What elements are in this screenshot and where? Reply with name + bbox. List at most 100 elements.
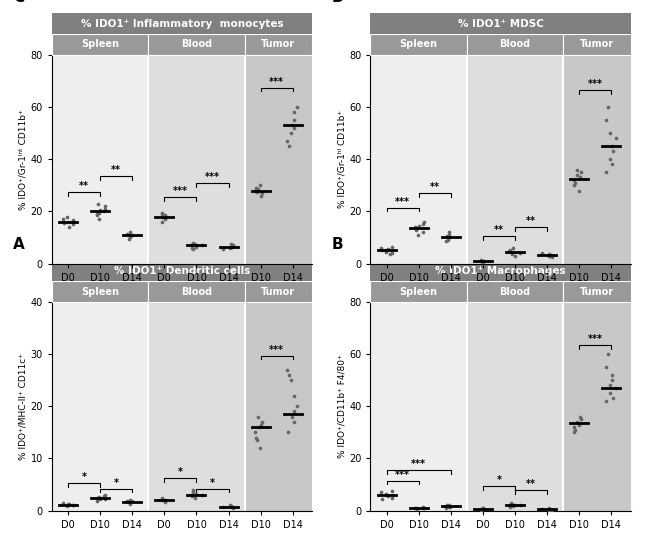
Point xyxy=(286,128,296,137)
Point xyxy=(382,492,393,501)
Text: *: * xyxy=(114,478,119,488)
Point xyxy=(125,233,136,242)
Point xyxy=(410,222,421,231)
Bar xyxy=(467,55,563,264)
Y-axis label: % IDO⁺/Gr-1ᴵⁿᵗ CD11b⁺: % IDO⁺/Gr-1ᴵⁿᵗ CD11b⁺ xyxy=(19,109,28,210)
Point xyxy=(99,207,109,216)
Point xyxy=(570,425,580,434)
Bar xyxy=(52,55,148,264)
Point xyxy=(381,491,391,500)
Y-axis label: % IDO⁺/MHC-II⁺ CD11c⁺: % IDO⁺/MHC-II⁺ CD11c⁺ xyxy=(19,353,28,460)
Point xyxy=(444,503,454,512)
Text: ***: *** xyxy=(269,77,284,87)
Point xyxy=(573,186,584,195)
Bar xyxy=(52,260,312,281)
Point xyxy=(186,241,196,250)
Point xyxy=(289,407,299,416)
Text: Tumor: Tumor xyxy=(580,287,614,296)
Bar xyxy=(370,55,467,264)
Point xyxy=(94,208,104,217)
Point xyxy=(543,250,554,259)
Point xyxy=(510,501,520,509)
Point xyxy=(287,412,297,421)
Point xyxy=(62,217,73,226)
Text: Blood: Blood xyxy=(499,287,530,296)
Bar xyxy=(52,34,148,55)
Point xyxy=(543,504,554,513)
Point xyxy=(157,495,168,503)
Point xyxy=(604,128,615,137)
Point xyxy=(282,366,293,374)
Point xyxy=(157,208,167,217)
Point xyxy=(92,210,103,219)
Point xyxy=(605,389,616,397)
Point xyxy=(124,498,134,507)
Point xyxy=(576,415,586,424)
Point xyxy=(607,394,618,403)
Point xyxy=(254,412,264,421)
Point xyxy=(99,491,109,500)
Point xyxy=(515,501,525,509)
Point xyxy=(478,504,489,513)
Point xyxy=(282,137,293,145)
Point xyxy=(413,221,424,230)
Point xyxy=(603,103,613,111)
Point xyxy=(411,225,421,234)
Text: % IDO1⁺ Inflammatory  monocytes: % IDO1⁺ Inflammatory monocytes xyxy=(81,19,283,29)
Point xyxy=(410,504,421,513)
Point xyxy=(536,249,547,257)
Text: Tumor: Tumor xyxy=(580,40,614,49)
Point xyxy=(225,244,235,253)
Point xyxy=(191,242,202,251)
Point xyxy=(444,228,454,237)
Point xyxy=(510,251,520,260)
Text: Spleen: Spleen xyxy=(81,40,119,49)
Text: **: ** xyxy=(494,225,504,236)
Point xyxy=(575,173,585,182)
Point xyxy=(62,502,72,511)
Point xyxy=(547,506,557,514)
Point xyxy=(187,244,197,253)
Point xyxy=(68,501,79,509)
Point xyxy=(228,503,239,512)
Point xyxy=(506,250,517,259)
Point xyxy=(607,142,618,150)
Point xyxy=(157,212,168,221)
Text: *: * xyxy=(178,467,183,477)
Text: Blood: Blood xyxy=(181,287,212,296)
Point xyxy=(478,258,489,267)
Bar xyxy=(148,55,244,264)
Point xyxy=(506,498,516,507)
Point xyxy=(376,244,386,253)
Bar xyxy=(244,55,312,264)
Point xyxy=(289,391,299,400)
Point xyxy=(475,505,486,513)
Text: Spleen: Spleen xyxy=(81,287,119,296)
Point xyxy=(226,243,237,252)
Bar xyxy=(148,34,244,55)
Point xyxy=(188,238,198,247)
Point xyxy=(505,502,515,511)
Point xyxy=(413,231,423,239)
Point xyxy=(601,396,612,405)
Point xyxy=(58,219,69,227)
Point xyxy=(289,108,299,116)
Point xyxy=(385,250,396,259)
Point xyxy=(478,504,489,513)
Point xyxy=(125,228,135,237)
Point xyxy=(417,220,428,229)
Point xyxy=(418,228,428,237)
Point xyxy=(160,215,170,223)
Y-axis label: % IDO⁺/Gr-1ʰᴵ CD11b⁺: % IDO⁺/Gr-1ʰᴵ CD11b⁺ xyxy=(337,110,346,208)
Point xyxy=(607,147,618,156)
Text: *: * xyxy=(497,475,501,485)
Point xyxy=(611,384,621,393)
Point xyxy=(68,220,79,229)
Point xyxy=(99,495,110,503)
Point xyxy=(125,496,135,505)
Point xyxy=(228,241,239,250)
Text: Tumor: Tumor xyxy=(261,40,295,49)
Point xyxy=(611,134,621,143)
Text: C: C xyxy=(13,0,24,5)
Text: *: * xyxy=(210,478,215,488)
